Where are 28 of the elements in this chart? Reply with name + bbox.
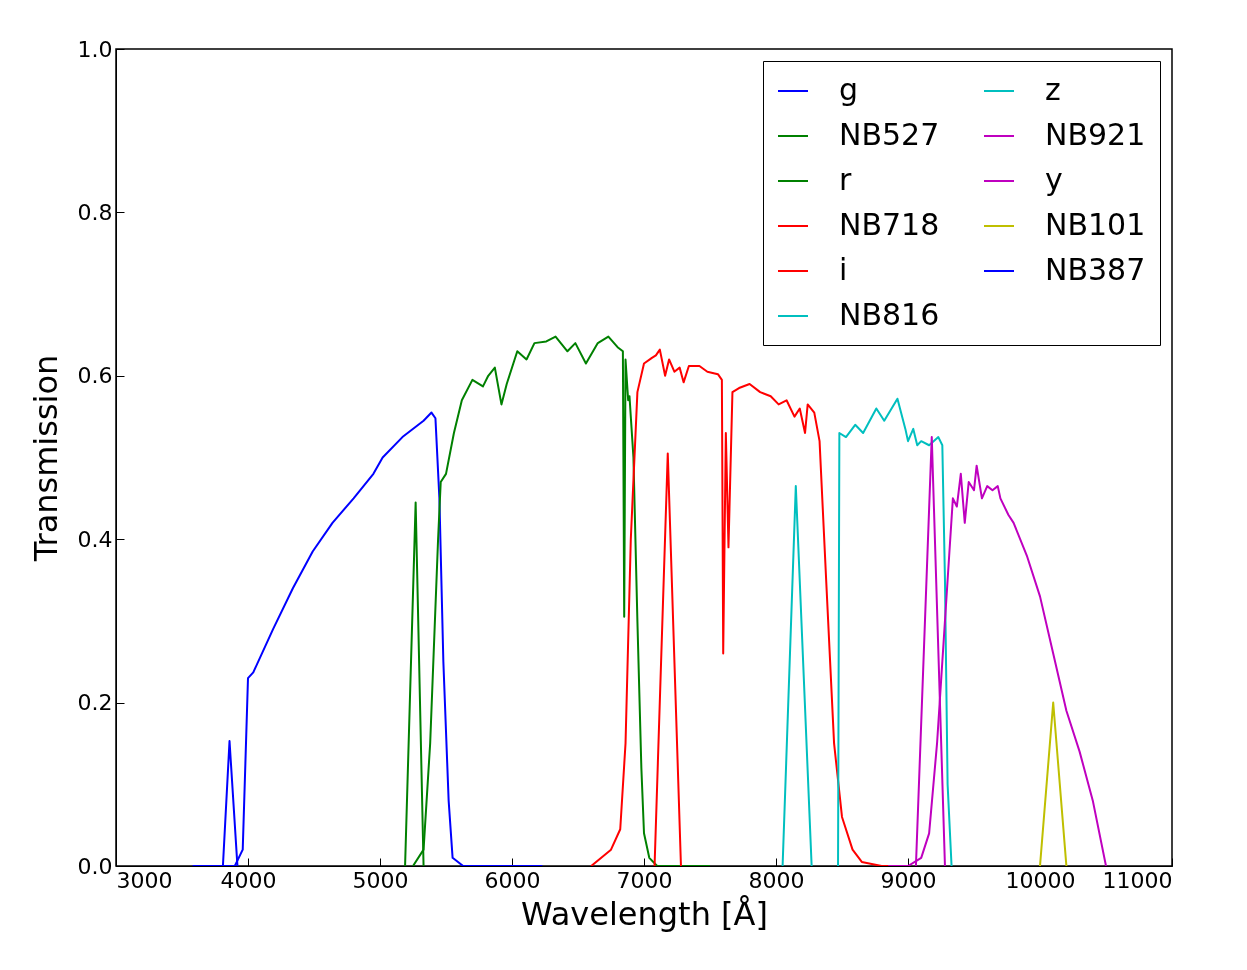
legend-label: NB387 — [1045, 252, 1146, 287]
legend-label: r — [839, 162, 852, 197]
x-tick-label: 7000 — [616, 867, 673, 893]
x-tick-label: 3000 — [116, 867, 173, 893]
legend-label: NB101 — [1045, 207, 1146, 242]
x-tick-label: 9000 — [880, 867, 937, 893]
legend-label: NB921 — [1045, 117, 1146, 152]
x-tick-label: 5000 — [352, 867, 409, 893]
x-tick-label: 11000 — [1102, 867, 1173, 893]
x-tick-label: 6000 — [484, 867, 541, 893]
y-tick-label: 0.0 — [77, 853, 113, 879]
legend-label: NB816 — [839, 297, 940, 332]
y-tick-label: 0.6 — [77, 363, 113, 389]
legend-label: y — [1045, 162, 1063, 197]
y-tick-label: 1.0 — [77, 36, 113, 62]
y-tick-label: 0.2 — [77, 690, 113, 716]
legend-label: g — [839, 72, 859, 107]
y-axis-title: Transmission — [26, 354, 65, 563]
legend-label: NB527 — [839, 117, 940, 152]
x-tick-label: 4000 — [220, 867, 277, 893]
legend-label: z — [1045, 72, 1061, 107]
legend-label: i — [839, 252, 848, 287]
y-tick-label: 0.4 — [77, 526, 113, 552]
x-axis-title: Wavelength [Å] — [521, 894, 768, 933]
y-tick-label: 0.8 — [77, 199, 113, 225]
legend-label: NB718 — [839, 207, 940, 242]
x-tick-label: 8000 — [748, 867, 805, 893]
x-tick-label: 10000 — [1005, 867, 1076, 893]
